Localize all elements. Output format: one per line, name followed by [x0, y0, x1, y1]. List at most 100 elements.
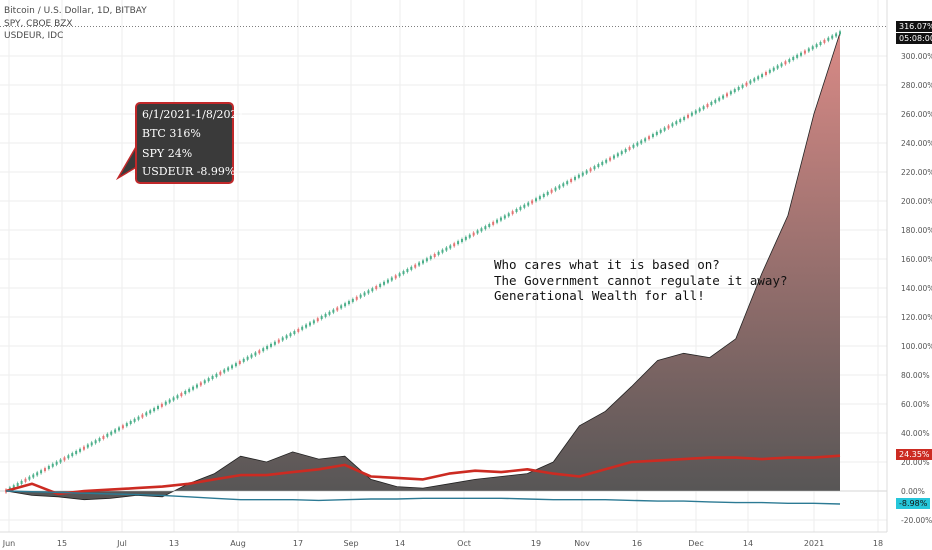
candle-body: [422, 260, 424, 264]
candle-body: [254, 352, 257, 356]
candle-body: [390, 277, 393, 281]
candle-body: [831, 35, 834, 39]
candle-body: [476, 230, 479, 234]
candle-body: [823, 39, 826, 43]
candle-body: [118, 427, 121, 431]
candle-body: [425, 258, 428, 262]
candle-body: [593, 166, 596, 170]
candle-body: [36, 472, 39, 476]
candle-body: [609, 157, 612, 161]
candle-body: [375, 286, 378, 290]
candle-body: [238, 361, 241, 365]
candle-body: [437, 251, 440, 255]
note-line-2: The Government cannot regulate it away?: [494, 273, 788, 288]
candle-body: [492, 221, 495, 225]
candle-body: [800, 52, 803, 56]
x-tick-label: Oct: [457, 539, 471, 548]
chart-grid: [0, 0, 887, 532]
candle-body: [503, 215, 506, 219]
candle-body: [632, 144, 635, 148]
y-tick-label: 180.00%: [901, 226, 932, 235]
candle-body: [281, 337, 284, 341]
candle-body: [355, 296, 358, 300]
candle-body: [312, 320, 315, 324]
legend-usdeur-series[interactable]: USDEUR, IDC: [4, 31, 64, 41]
candle-body: [82, 446, 85, 450]
legend-spy-series[interactable]: SPY, CBOE BZX: [4, 19, 73, 29]
candle-body: [788, 59, 791, 63]
candle-body: [827, 37, 830, 41]
candle-body: [98, 438, 101, 442]
candle-body: [75, 450, 78, 454]
candle-body: [211, 376, 214, 380]
time-axis[interactable]: Jun 15 Jul 13 Aug 17 Sep 14 Oct 19 Nov 16 Dec 14 2021 1…: [2, 539, 883, 548]
y-tick-label: 280.00%: [901, 81, 932, 90]
candle-body: [585, 170, 588, 174]
candlestick-series: [5, 29, 841, 494]
candle-body: [340, 305, 343, 309]
candle-body: [234, 363, 237, 367]
candle-body: [772, 67, 775, 71]
candle-body: [605, 159, 608, 163]
candle-body: [145, 412, 148, 416]
candle-body: [546, 191, 549, 195]
candle-body: [597, 164, 600, 168]
candle-body: [636, 142, 639, 146]
candle-body: [550, 189, 553, 193]
candle-body: [16, 483, 19, 487]
candle-body: [449, 245, 452, 249]
candle-body: [137, 416, 140, 420]
candle-body: [207, 378, 210, 382]
candle-body: [67, 455, 70, 459]
candle-body: [694, 110, 697, 114]
candle-body: [398, 273, 401, 277]
y-tick-label: 80.00%: [901, 371, 930, 380]
candle-body: [129, 420, 132, 424]
candle-body: [328, 311, 331, 315]
candle-body: [332, 309, 335, 313]
candle-body: [297, 328, 300, 332]
candle-body: [753, 78, 756, 82]
candle-body: [601, 161, 604, 165]
candle-body: [441, 249, 444, 253]
candle-body: [285, 335, 288, 339]
candle-body: [94, 440, 97, 444]
candle-body: [803, 50, 806, 54]
candle-body: [324, 313, 327, 317]
candle-body: [819, 42, 822, 46]
candle-body: [273, 341, 276, 345]
candle-body: [679, 119, 682, 123]
x-tick-label: 15: [57, 539, 67, 548]
candle-body: [47, 465, 50, 469]
x-tick-label: 19: [531, 539, 541, 548]
candle-body: [624, 149, 627, 153]
candle-body: [749, 80, 752, 84]
candle-body: [367, 290, 370, 294]
candle-body: [468, 234, 471, 238]
candle-body: [835, 33, 838, 37]
candle-body: [429, 256, 432, 260]
x-tick-label: 17: [293, 539, 303, 548]
candle-body: [671, 123, 674, 127]
candle-body: [149, 410, 152, 414]
candle-body: [698, 108, 701, 112]
candle-body: [308, 322, 311, 326]
price-axis[interactable]: -20.00% 0.00% 20.00% 40.00% 60.00% 80.00% 100.…: [901, 52, 932, 525]
candle-body: [414, 264, 417, 268]
spy-line: [5, 454, 841, 496]
candle-body: [737, 86, 740, 90]
candle-body: [55, 461, 58, 465]
candle-body: [371, 288, 374, 292]
candle-body: [203, 380, 206, 384]
candle-body: [20, 480, 23, 484]
candle-body: [741, 84, 744, 88]
x-tick-label: 18: [873, 539, 883, 548]
candle-body: [43, 468, 46, 472]
y-tick-label: 200.00%: [901, 197, 932, 206]
candle-body: [359, 294, 362, 298]
candle-body: [270, 343, 273, 347]
candle-body: [687, 114, 690, 118]
legend-main-series[interactable]: Bitcoin / U.S. Dollar, 1D, BITBAY: [4, 6, 147, 16]
candle-body: [418, 262, 421, 266]
